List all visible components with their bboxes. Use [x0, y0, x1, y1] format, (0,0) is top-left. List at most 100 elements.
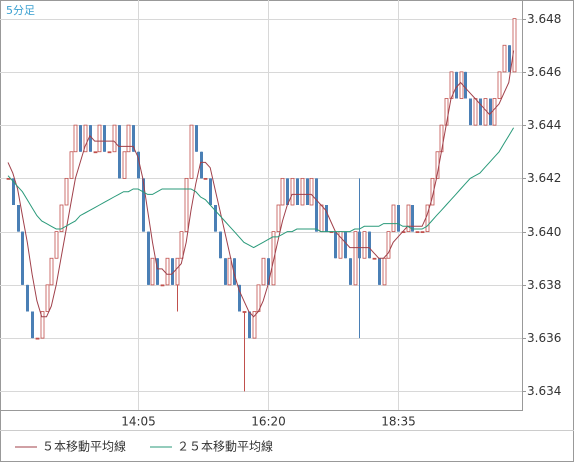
candle-body: [406, 204, 411, 233]
candle-body: [107, 151, 112, 154]
candle-body: [79, 125, 82, 152]
candle-body: [227, 257, 232, 286]
candle-body: [112, 124, 117, 153]
candle-body: [512, 18, 517, 73]
candle-body: [156, 258, 159, 285]
y-tick-label: 3.634: [527, 384, 561, 398]
candle-body: [83, 124, 88, 153]
candle-body: [489, 98, 492, 126]
candle-body: [368, 231, 371, 259]
candle-body: [54, 231, 59, 259]
candle-body: [349, 258, 352, 285]
candle-body: [150, 257, 155, 286]
candle-body: [492, 98, 497, 126]
candle-body: [382, 257, 387, 286]
candle-body: [49, 257, 54, 286]
candle-body: [397, 205, 400, 232]
candle-body: [97, 124, 102, 153]
candle-body: [118, 125, 121, 179]
candle-body: [224, 258, 227, 285]
candle-body: [309, 177, 314, 206]
y-tick-label: 3.646: [527, 65, 561, 79]
x-tick-label: 16:20: [251, 415, 286, 429]
candle-body: [12, 178, 15, 205]
candle-body: [184, 177, 189, 233]
y-tick-label: 3.644: [527, 118, 561, 132]
candle-body: [276, 204, 281, 233]
candle-body: [219, 231, 222, 259]
candle-body: [40, 311, 45, 339]
legend-label: ５本移動平均線: [42, 439, 126, 454]
y-tick-label: 3.636: [527, 331, 561, 345]
candle-body: [344, 231, 347, 259]
candle-body: [372, 257, 377, 260]
candle-body: [296, 178, 299, 205]
y-tick-label: 3.648: [527, 12, 561, 26]
candle-body: [252, 311, 257, 339]
legend-label: ２５本移動平均線: [177, 439, 273, 454]
candle-body: [464, 71, 467, 99]
candle-body: [147, 231, 150, 285]
candle-body: [334, 231, 337, 259]
candle-body: [17, 205, 20, 232]
candle-body: [200, 151, 203, 179]
candle-body: [122, 151, 127, 179]
candle-body: [26, 284, 29, 312]
candle-body: [300, 177, 305, 206]
candle-body: [315, 178, 318, 232]
grid: [0, 0, 522, 410]
candle-body: [175, 257, 180, 286]
candle-body: [171, 258, 174, 285]
candle-body: [267, 258, 270, 285]
candle-body: [126, 124, 131, 153]
y-tick-label: 3.642: [527, 171, 561, 185]
candle-body: [325, 205, 328, 232]
candle-body: [256, 284, 261, 312]
x-tick-label: 18:35: [381, 415, 416, 429]
y-tick-label: 3.638: [527, 278, 561, 292]
x-tick-label: 14:05: [121, 415, 156, 429]
chart-title: 5分足: [6, 4, 35, 17]
candle-body: [353, 231, 358, 286]
candle-body: [179, 231, 184, 259]
plot-area: [0, 0, 523, 411]
candle-body: [189, 124, 194, 179]
candle-body: [386, 231, 391, 259]
candle-body: [306, 178, 309, 205]
candle-body: [89, 125, 92, 152]
candle-body: [195, 125, 198, 152]
candle-body: [64, 177, 69, 206]
candle-body: [21, 231, 24, 285]
candle-body: [31, 311, 34, 339]
candle-body: [378, 258, 381, 285]
candle-body: [479, 98, 482, 126]
candle-body: [137, 151, 140, 179]
candle-body: [59, 204, 64, 233]
candle-body: [473, 98, 478, 126]
candle-body: [132, 125, 135, 152]
candle-body: [103, 125, 106, 152]
candle-body: [73, 124, 78, 153]
candle-body: [497, 71, 502, 99]
candle-body: [391, 204, 396, 233]
ma-line: [7, 50, 515, 318]
candle-body: [319, 204, 324, 233]
y-tick-label: 3.640: [527, 225, 561, 239]
candle-body: [45, 284, 50, 312]
candle-body: [242, 311, 247, 313]
candle-body: [248, 311, 251, 339]
candle-body: [69, 151, 74, 179]
candle-body: [261, 257, 266, 286]
candle-body: [469, 98, 472, 126]
candle-body: [420, 231, 425, 234]
candle-body: [362, 231, 367, 259]
ma-line: [7, 127, 515, 249]
marks: [6, 18, 517, 392]
candle-body: [508, 45, 511, 72]
candle-body: [290, 177, 295, 206]
candle-body: [209, 178, 212, 205]
candle-body: [286, 178, 289, 205]
candle-body: [238, 284, 241, 312]
candle-body: [142, 178, 145, 232]
